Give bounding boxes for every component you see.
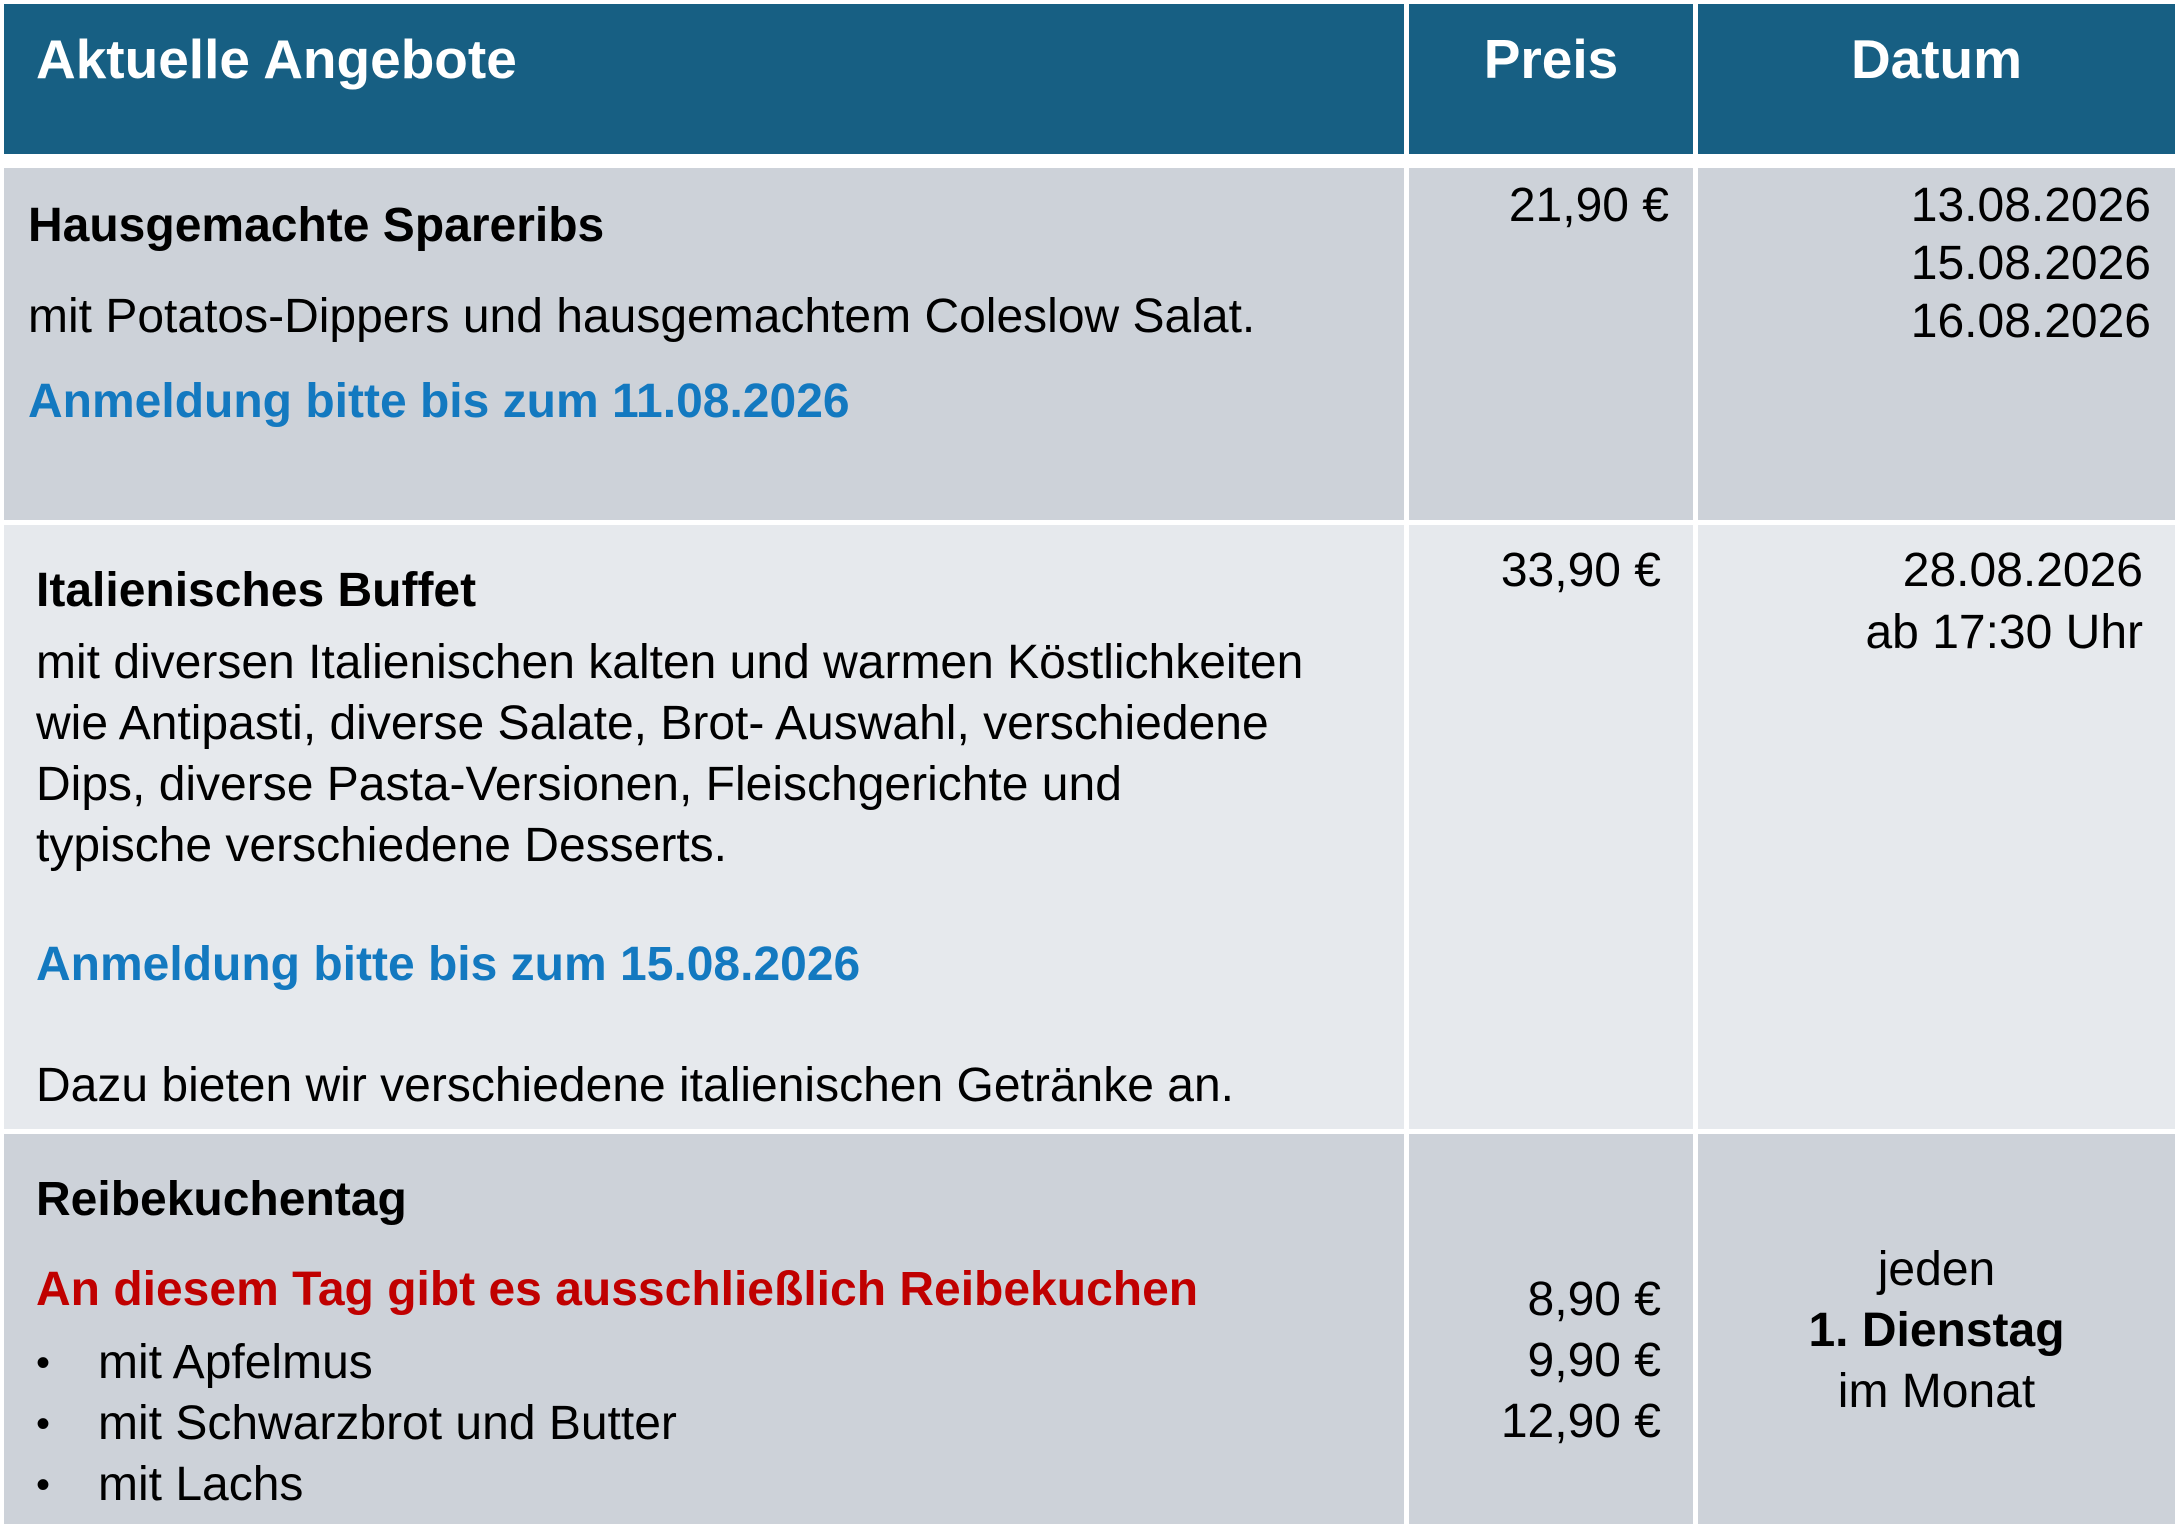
header-offer-cell: Aktuelle Angebote: [4, 4, 1404, 154]
list-item: mit Apfelmus: [98, 1336, 373, 1389]
offer-row-spareribs: Hausgemachte Spareribs mit Potatos-Dippe…: [4, 168, 1404, 520]
offer-note: Dazu bieten wir verschiedene italienisch…: [36, 1059, 1235, 1112]
bullet-marker: •: [36, 1463, 51, 1507]
offer-title: Italienisches Buffet: [36, 564, 477, 617]
offer-description: mit Potatos-Dippers und hausgemachtem Co…: [28, 290, 1256, 343]
price-value: 12,90 €: [1500, 1395, 1661, 1448]
time-value: ab 17:30 Uhr: [1865, 606, 2143, 659]
header-date-cell: Datum: [1698, 4, 2175, 154]
offer-description-line: typische verschiedene Desserts.: [36, 819, 727, 872]
date-value: 13.08.2026: [1910, 179, 2151, 232]
list-item: mit Schwarzbrot und Butter: [98, 1397, 677, 1450]
price-value: 21,90 €: [1508, 179, 1669, 232]
header-price-label: Preis: [1483, 28, 1619, 90]
registration-deadline: Anmeldung bitte bis zum 15.08.2026: [36, 938, 861, 991]
price-value: 33,90 €: [1500, 544, 1661, 597]
date-value: 16.08.2026: [1910, 295, 2151, 348]
date-cell-spareribs: 13.08.2026 15.08.2026 16.08.2026: [1698, 168, 2175, 520]
price-cell-spareribs: 21,90 €: [1409, 168, 1693, 520]
date-value: 15.08.2026: [1910, 237, 2151, 290]
offer-highlight: An diesem Tag gibt es ausschließlich Rei…: [36, 1263, 1199, 1316]
offer-row-reibekuchen: Reibekuchentag An diesem Tag gibt es aus…: [4, 1134, 1404, 1524]
bullet-marker: •: [36, 1402, 51, 1446]
date-cell-reibekuchen: jeden 1. Dienstag im Monat: [1698, 1134, 2175, 1524]
price-cell-reibekuchen: 8,90 € 9,90 € 12,90 €: [1409, 1134, 1693, 1524]
header-price-cell: Preis: [1409, 4, 1693, 154]
price-value: 9,90 €: [1527, 1334, 1661, 1387]
price-cell-buffet: 33,90 €: [1409, 525, 1693, 1129]
date-cell-buffet: 28.08.2026 ab 17:30 Uhr: [1698, 525, 2175, 1129]
price-value: 8,90 €: [1527, 1273, 1661, 1326]
bullet-marker: •: [36, 1341, 51, 1385]
schedule-line: im Monat: [1837, 1365, 2036, 1418]
date-value: 28.08.2026: [1902, 544, 2143, 597]
schedule-line: jeden: [1877, 1243, 1996, 1296]
offer-description-line: Dips, diverse Pasta-Versionen, Fleischge…: [36, 758, 1122, 811]
registration-deadline: Anmeldung bitte bis zum 11.08.2026: [28, 375, 850, 428]
list-item: mit Lachs: [98, 1458, 304, 1511]
header-offer-label: Aktuelle Angebote: [36, 28, 517, 90]
offer-title: Reibekuchentag: [36, 1173, 407, 1226]
schedule-line: 1. Dienstag: [1808, 1304, 2065, 1357]
offer-row-buffet: Italienisches Buffet mit diversen Italie…: [4, 525, 1404, 1129]
offer-title: Hausgemachte Spareribs: [28, 199, 605, 252]
offer-description-line: mit diversen Italienischen kalten und wa…: [36, 636, 1304, 689]
header-date-label: Datum: [1850, 28, 2023, 90]
offer-description-line: wie Antipasti, diverse Salate, Brot- Aus…: [36, 697, 1269, 750]
